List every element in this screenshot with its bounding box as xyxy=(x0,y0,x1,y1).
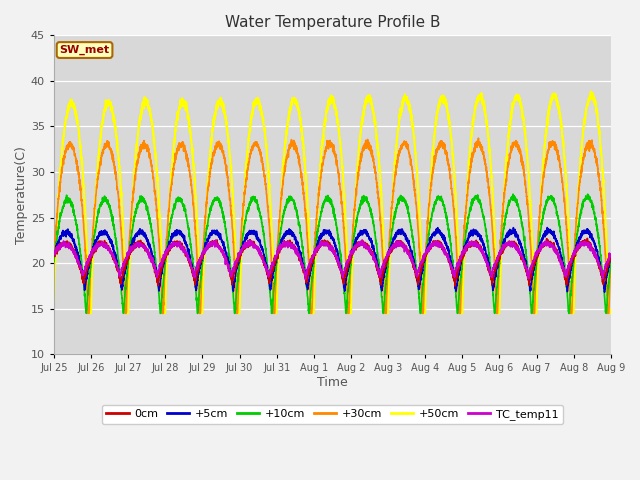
Text: SW_met: SW_met xyxy=(60,45,109,55)
Title: Water Temperature Profile B: Water Temperature Profile B xyxy=(225,15,440,30)
Legend: 0cm, +5cm, +10cm, +30cm, +50cm, TC_temp11: 0cm, +5cm, +10cm, +30cm, +50cm, TC_temp1… xyxy=(102,405,563,424)
X-axis label: Time: Time xyxy=(317,376,348,389)
Y-axis label: Temperature(C): Temperature(C) xyxy=(15,146,28,244)
